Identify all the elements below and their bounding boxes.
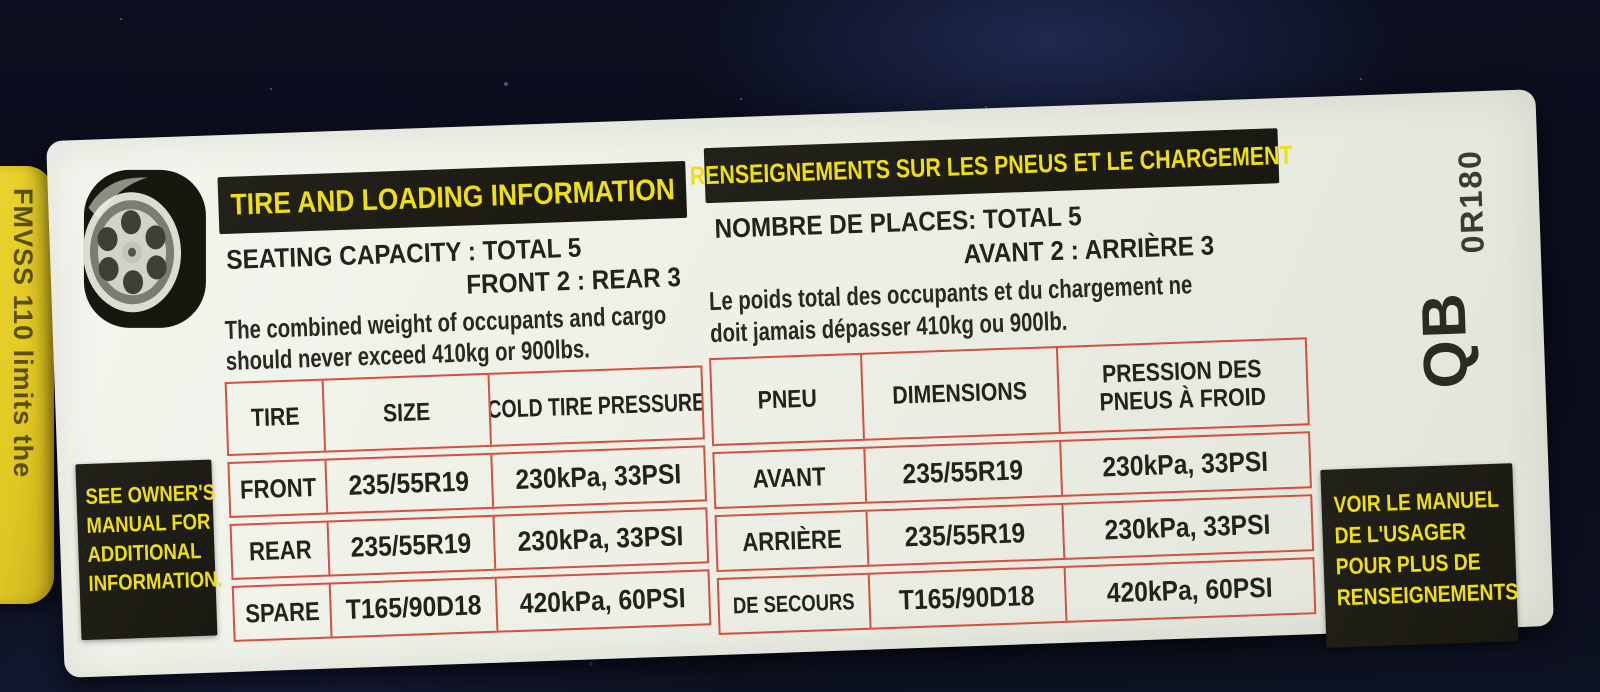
english-title: TIRE AND LOADING INFORMATION: [229, 172, 675, 222]
tire-pressure-cell: 230kPa, 33PSI: [1058, 433, 1310, 495]
tire-pressure-cell: 230kPa, 33PSI: [489, 447, 705, 507]
header-tire-cell: PNEU: [756, 383, 817, 414]
english-front-rear: FRONT 2 : REAR 3: [466, 262, 682, 300]
french-title-bar: RENSEIGNEMENTS SUR LES PNEUS ET LE CHARG…: [690, 128, 1293, 204]
owners-manual-notice-en: SEE OWNER'S MANUAL FOR ADDITIONAL INFORM…: [75, 459, 223, 641]
tire-size-cell: 235/55R19: [865, 504, 1063, 565]
dust-specks: [120, 18, 122, 20]
tire-size-cell: 235/55R19: [324, 454, 492, 513]
tire-position-cell: REAR: [248, 533, 312, 566]
header-pressure-cell: PRESSION DES PNEUS À FROID: [1055, 339, 1308, 433]
tire-pressure-cell: 230kPa, 33PSI: [492, 509, 708, 569]
french-weight-statement: Le poids total des occupants et du charg…: [709, 268, 1194, 349]
tire-position-cell: SPARE: [244, 595, 320, 629]
print-code: 0R180: [1451, 148, 1491, 255]
english-weight-statement: The combined weight of occupants and car…: [224, 300, 668, 377]
tire-position-cell: FRONT: [239, 471, 317, 505]
tire-size-cell: 235/55R19: [326, 516, 494, 575]
english-title-bar: TIRE AND LOADING INFORMATION: [217, 160, 688, 235]
table-row-front: FRONT 235/55R19 230kPa, 33PSI: [227, 445, 708, 518]
table-row-rear: REAR 235/55R19 230kPa, 33PSI: [229, 507, 710, 580]
header-tire-cell: TIRE: [250, 401, 300, 432]
french-tire-table: PNEU DIMENSIONS PRESSION DES PNEUS À FRO…: [709, 337, 1317, 635]
tire-size-cell: 235/55R19: [862, 442, 1061, 502]
tire-pressure-cell: 230kPa, 33PSI: [1060, 496, 1313, 558]
header-size-cell: DIMENSIONS: [859, 348, 1059, 439]
tire-size-cell: T165/90D18: [328, 578, 497, 637]
tire-wheel-icon: [67, 163, 218, 341]
tire-pressure-cell: 420kPa, 60PSI: [494, 571, 710, 631]
tire-loading-placard: TIRE AND LOADING INFORMATION SEATING CAP…: [46, 89, 1554, 678]
english-section: TIRE AND LOADING INFORMATION SEATING CAP…: [216, 119, 712, 672]
table-row-spare: SPARE T165/90D18 420kPa, 60PSI: [231, 569, 712, 642]
plant-code: QB: [1409, 290, 1482, 390]
french-section: RENSEIGNEMENTS SUR LES PNEUS ET LE CHARG…: [690, 97, 1317, 655]
tire-pressure-cell: 420kPa, 60PSI: [1063, 559, 1315, 621]
fmvss-edge-sticker: FMVSS 110 limits the: [0, 166, 54, 604]
english-tire-table: TIRE SIZE COLD TIRE PRESSURE FRONT 235/5…: [224, 365, 712, 642]
header-size-cell: SIZE: [321, 374, 490, 451]
tire-position-cell: DE SECOURS: [732, 588, 856, 619]
owners-manual-notice-fr: VOIR LE MANUEL DE L'USAGER POUR PLUS DE …: [1320, 463, 1519, 648]
fmvss-vertical-text: FMVSS 110 limits the: [8, 188, 38, 479]
table-header-row: TIRE SIZE COLD TIRE PRESSURE: [224, 365, 705, 457]
french-front-rear: AVANT 2 : ARRIÈRE 3: [963, 230, 1215, 270]
tire-size-cell: T165/90D18: [867, 567, 1065, 628]
tire-position-cell: AVANT: [752, 461, 827, 494]
header-pressure-cell: COLD TIRE PRESSURE: [487, 367, 703, 445]
table-header-row: PNEU DIMENSIONS PRESSION DES PNEUS À FRO…: [709, 337, 1310, 447]
french-title: RENSEIGNEMENTS SUR LES PNEUS ET LE CHARG…: [689, 139, 1294, 191]
tire-position-cell: ARRIÈRE: [741, 523, 842, 558]
